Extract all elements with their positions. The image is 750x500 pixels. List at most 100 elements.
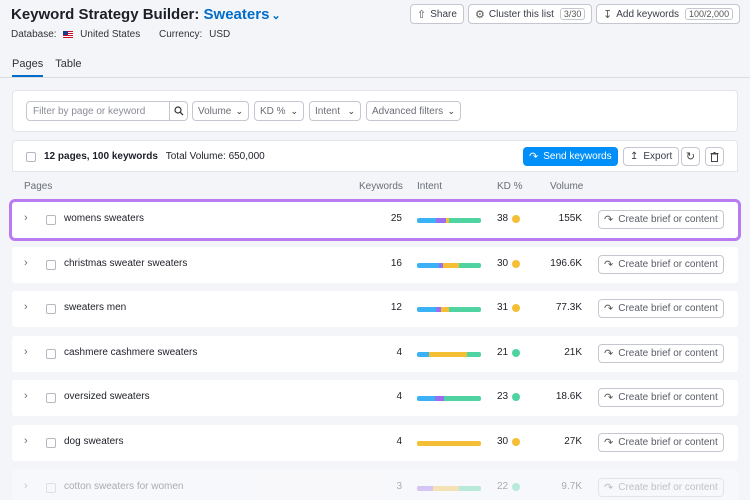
col-kd[interactable]: KD % (497, 181, 523, 192)
table-row[interactable]: › womens sweaters 25 38 155K ↷ Create brief or… (9, 199, 741, 241)
intent-segment (445, 218, 449, 223)
share-arrow-icon: ↷ (604, 214, 614, 226)
cluster-icon: ⚙ (475, 8, 485, 21)
expand-chevron-icon[interactable]: › (24, 390, 28, 402)
expand-chevron-icon[interactable]: › (24, 480, 28, 492)
volume-filter-label: Volume (198, 105, 232, 117)
table-row[interactable]: › christmas sweater sweaters 16 30 196.6K ↷ Cr… (12, 247, 738, 283)
intent-filter-dropdown[interactable]: Intent ⌄ (309, 101, 361, 121)
kd-filter-dropdown[interactable]: KD % ⌄ (254, 101, 304, 121)
database-info: Database: United States Currency: USD (11, 29, 234, 40)
send-keywords-button[interactable]: ↷ Send keywords (523, 147, 618, 166)
intent-segment (417, 307, 437, 312)
pages-count: 12 pages, 100 keywords (44, 151, 158, 162)
export-button[interactable]: ↥ Export (623, 147, 680, 166)
filter-bar: Volume⌄ KD %⌄ Intent⌄ Advanced filters⌄ (12, 90, 738, 132)
refresh-button[interactable]: ↻ (681, 147, 700, 166)
create-brief-button[interactable]: ↷ Create brief or content (598, 344, 724, 363)
kd-dot (512, 260, 520, 268)
row-checkbox[interactable] (46, 260, 56, 270)
expand-chevron-icon[interactable]: › (24, 435, 28, 447)
col-intent[interactable]: Intent (417, 181, 443, 192)
col-keywords[interactable]: Keywords (359, 181, 403, 192)
row-checkbox[interactable] (46, 393, 56, 403)
intent-segment (417, 352, 429, 357)
intent-bar (417, 396, 481, 401)
advanced-filters-dropdown[interactable]: Advanced filters ⌄ (366, 101, 461, 121)
page-name: oversized sweaters (64, 391, 150, 402)
row-checkbox[interactable] (46, 438, 56, 448)
create-brief-button[interactable]: ↷ Create brief or content (598, 255, 724, 274)
create-brief-button[interactable]: ↷ Create brief or content (598, 478, 724, 497)
create-brief-label: Create brief or content (618, 214, 718, 225)
select-all-checkbox[interactable] (26, 152, 36, 162)
page-name: dog sweaters (64, 436, 124, 447)
header: Keyword Strategy Builder: Sweaters ⌄ Data… (0, 0, 750, 78)
delete-button[interactable] (705, 147, 724, 166)
keywords-count: 4 (396, 391, 402, 402)
row-checkbox[interactable] (46, 215, 56, 225)
expand-chevron-icon[interactable]: › (24, 301, 28, 313)
intent-bar (417, 486, 481, 491)
expand-chevron-icon[interactable]: › (24, 257, 28, 269)
intent-segment (417, 486, 433, 491)
intent-segment (439, 263, 443, 268)
create-brief-button[interactable]: ↷ Create brief or content (598, 299, 724, 318)
database-label: Database: (11, 29, 57, 40)
create-brief-button[interactable]: ↷ Create brief or content (598, 210, 724, 229)
create-brief-button[interactable]: ↷ Create brief or content (598, 388, 724, 407)
keywords-count: 16 (390, 258, 402, 269)
send-arrow-icon: ↷ (529, 151, 539, 163)
project-name-dropdown[interactable]: Sweaters (203, 6, 270, 23)
intent-segment (466, 352, 481, 357)
col-pages[interactable]: Pages (24, 181, 53, 192)
intent-segment (458, 486, 481, 491)
intent-segment (417, 441, 481, 446)
col-volume[interactable]: Volume (550, 181, 584, 192)
table-row[interactable]: › dog sweaters 4 30 27K ↷ Create brief or cont… (12, 425, 738, 461)
intent-segment (442, 263, 459, 268)
page-name: cotton sweaters for women (64, 481, 184, 492)
tab-pages[interactable]: Pages (12, 58, 44, 77)
kd-value: 31 (497, 302, 509, 313)
chevron-down-icon: ⌄ (447, 105, 455, 116)
chevron-down-icon[interactable]: ⌄ (271, 10, 281, 22)
row-checkbox[interactable] (46, 349, 56, 359)
cluster-count-badge: 3/30 (559, 8, 586, 20)
table-header: Pages Keywords Intent KD % Volume (12, 178, 738, 196)
create-brief-button[interactable]: ↷ Create brief or content (598, 433, 724, 452)
kd-value: 22 (497, 481, 509, 492)
expand-chevron-icon[interactable]: › (24, 212, 28, 224)
table-row[interactable]: › cashmere cashmere sweaters 4 21 21K ↷ Create… (12, 336, 738, 372)
keywords-count: 12 (390, 302, 402, 313)
tab-divider (0, 77, 750, 78)
share-button[interactable]: ⇧ Share (410, 4, 464, 24)
cluster-label: Cluster this list (488, 8, 554, 20)
search-input[interactable] (27, 102, 167, 120)
share-label: Share (430, 8, 457, 20)
share-arrow-icon: ↷ (604, 392, 614, 404)
intent-bar (417, 263, 481, 268)
tab-table[interactable]: Table (55, 58, 82, 70)
table-row[interactable]: › cotton sweaters for women 3 22 9.7K ↷ Create… (12, 470, 738, 500)
refresh-icon: ↻ (685, 151, 696, 163)
kd-filter-label: KD % (260, 105, 286, 117)
volume-filter-dropdown[interactable]: Volume ⌄ (192, 101, 249, 121)
page-name: christmas sweater sweaters (64, 258, 188, 269)
table-toolbar: 12 pages, 100 keywords Total Volume: 650… (12, 140, 738, 172)
row-checkbox[interactable] (46, 304, 56, 314)
table-summary: 12 pages, 100 keywords Total Volume: 650… (44, 151, 265, 162)
volume-value: 155K (558, 213, 582, 224)
add-keywords-button[interactable]: ↧ Add keywords 100/2,000 (596, 4, 741, 24)
row-checkbox[interactable] (46, 483, 56, 493)
cluster-button[interactable]: ⚙ Cluster this list 3/30 (468, 4, 593, 24)
table-row[interactable]: › oversized sweaters 4 23 18.6K ↷ Create brief… (12, 380, 738, 416)
intent-filter-label: Intent (315, 105, 341, 117)
title-prefix: Keyword Strategy Builder: (11, 6, 200, 23)
kd-dot (512, 438, 520, 446)
expand-chevron-icon[interactable]: › (24, 346, 28, 358)
intent-bar (417, 307, 481, 312)
search-button[interactable] (169, 102, 187, 120)
table-row[interactable]: › sweaters men 12 31 77.3K ↷ Create brief or c… (12, 291, 738, 327)
tab-bar: Pages Table (12, 58, 82, 77)
